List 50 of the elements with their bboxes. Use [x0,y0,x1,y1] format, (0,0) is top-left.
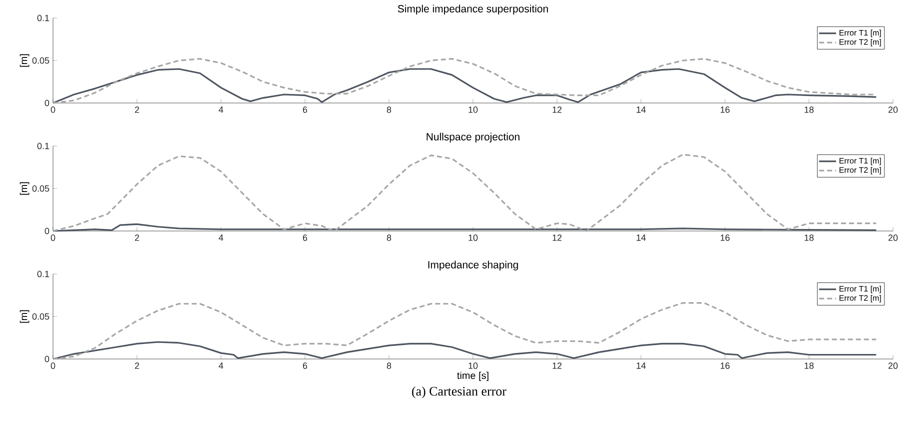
x-tick-label: 10 [468,362,478,369]
x-tick-label: 14 [636,106,646,113]
x-tick-label: 20 [888,234,898,241]
chart-title: Impedance shaping [428,260,518,271]
x-tick-label: 8 [386,106,392,113]
y-axis-title: [m] [20,54,30,67]
x-tick-label: 6 [302,234,308,241]
y-tick-label: 0.1 [37,14,50,22]
y-tick-label: 0 [44,356,50,362]
y-axis-title: [m] [20,310,30,323]
x-tick-label: 2 [134,234,140,241]
y-tick-label: 0.1 [37,142,50,150]
x-tick-label: 14 [636,362,646,369]
x-tick-label: 16 [720,362,730,369]
x-tick-label: 10 [468,106,478,113]
x-tick-label: 14 [636,234,646,241]
x-tick-label: 0 [50,106,56,113]
x-tick-label: 20 [888,106,898,113]
x-tick-label: 0 [50,362,56,369]
x-tick-label: 18 [804,106,814,113]
x-tick-label: 6 [302,362,308,369]
x-tick-label: 12 [552,234,562,241]
text: (a) Cartesian error [412,386,506,398]
x-tick-label: 2 [134,106,140,113]
x-tick-label: 0 [50,234,56,241]
y-tick-label: 0.05 [32,57,50,64]
y-tick-label: 0 [44,228,50,234]
x-tick-label: 12 [552,362,562,369]
x-tick-label: 18 [804,362,814,369]
y-tick-label: 0.1 [37,270,50,278]
chart-title: Nullspace projection [426,132,520,143]
x-tick-label: 2 [134,362,140,369]
x-tick-label: 10 [468,234,478,241]
y-axis-title: [m] [20,182,30,195]
x-tick-label: 8 [386,362,392,369]
x-tick-label: 8 [386,234,392,241]
x-tick-label: 16 [720,234,730,241]
x-axis-title: time [s] [457,372,488,381]
y-tick-label: 0.05 [32,313,50,320]
chart-title: Simple impedance superposition [398,4,548,15]
y-tick-label: 0 [44,100,50,106]
x-tick-label: 4 [218,362,224,369]
x-tick-label: 4 [218,106,224,113]
x-tick-label: 18 [804,234,814,241]
x-tick-label: 12 [552,106,562,113]
x-tick-label: 20 [888,362,898,369]
x-tick-label: 4 [218,234,224,241]
y-tick-label: 0.05 [32,185,50,192]
x-tick-label: 6 [302,106,308,113]
x-tick-label: 16 [720,106,730,113]
